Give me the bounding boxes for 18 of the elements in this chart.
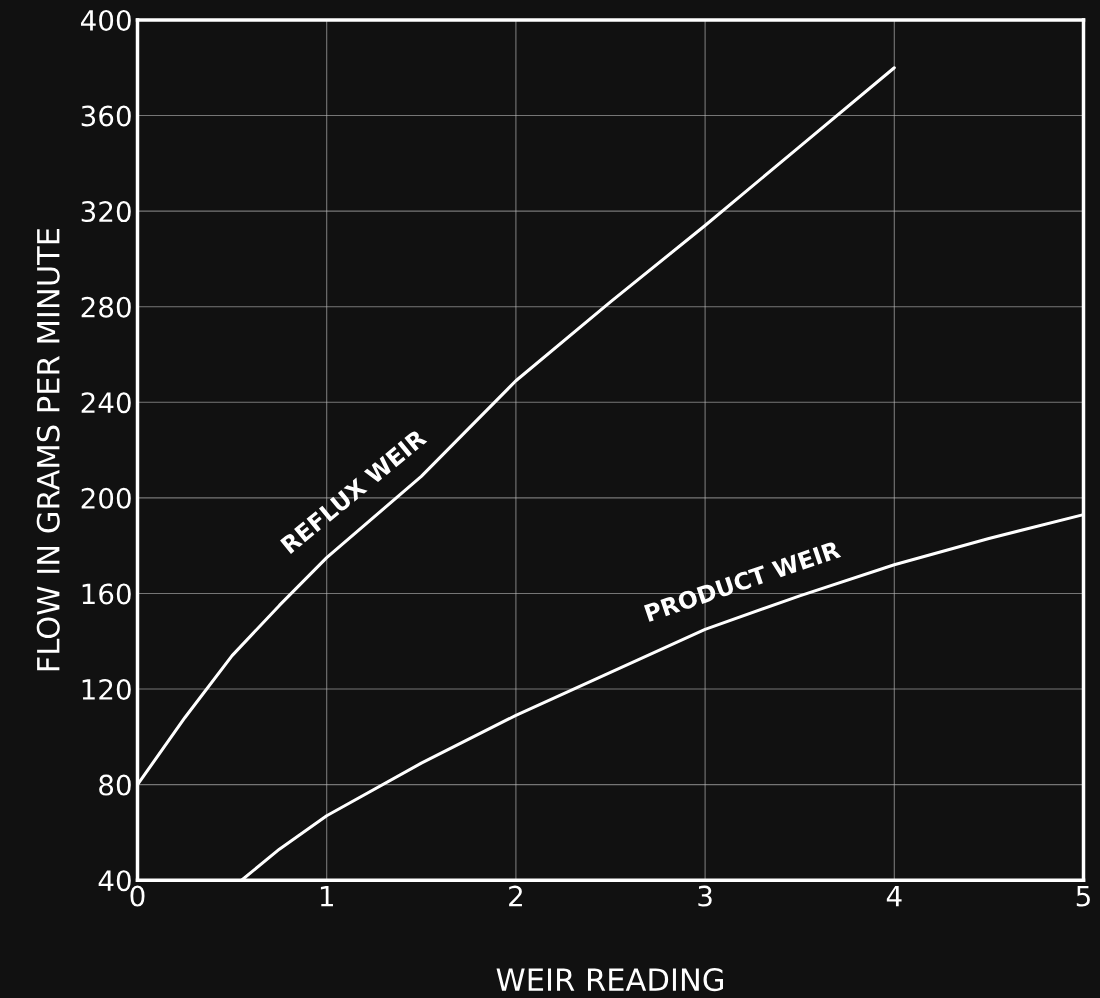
y-tick-label: 280 (81, 296, 131, 318)
x-tick-label: 2 (509, 885, 522, 907)
y-tick-label: 360 (81, 105, 131, 127)
y-tick-label: 200 (81, 487, 131, 509)
y-tick-label: 120 (82, 679, 131, 701)
y-tick-label: 400 (80, 9, 131, 31)
x-tick-label: 3 (698, 885, 712, 907)
y-tick-label: 240 (81, 392, 131, 414)
y-tick-label: 320 (81, 201, 131, 223)
x-tick-label: 4 (886, 885, 902, 907)
x-axis-title: WEIR READING (496, 968, 723, 992)
y-tick-label: 160 (82, 583, 131, 605)
y-tick-label: 80 (99, 774, 131, 796)
y-axis-title: FLOW IN GRAMS PER MINUTE (36, 228, 60, 671)
x-tick-label: 1 (320, 885, 333, 907)
y-tick-label: 40 (98, 870, 131, 892)
x-tick-label: 5 (1076, 885, 1090, 907)
x-tick-label: 0 (130, 885, 145, 907)
